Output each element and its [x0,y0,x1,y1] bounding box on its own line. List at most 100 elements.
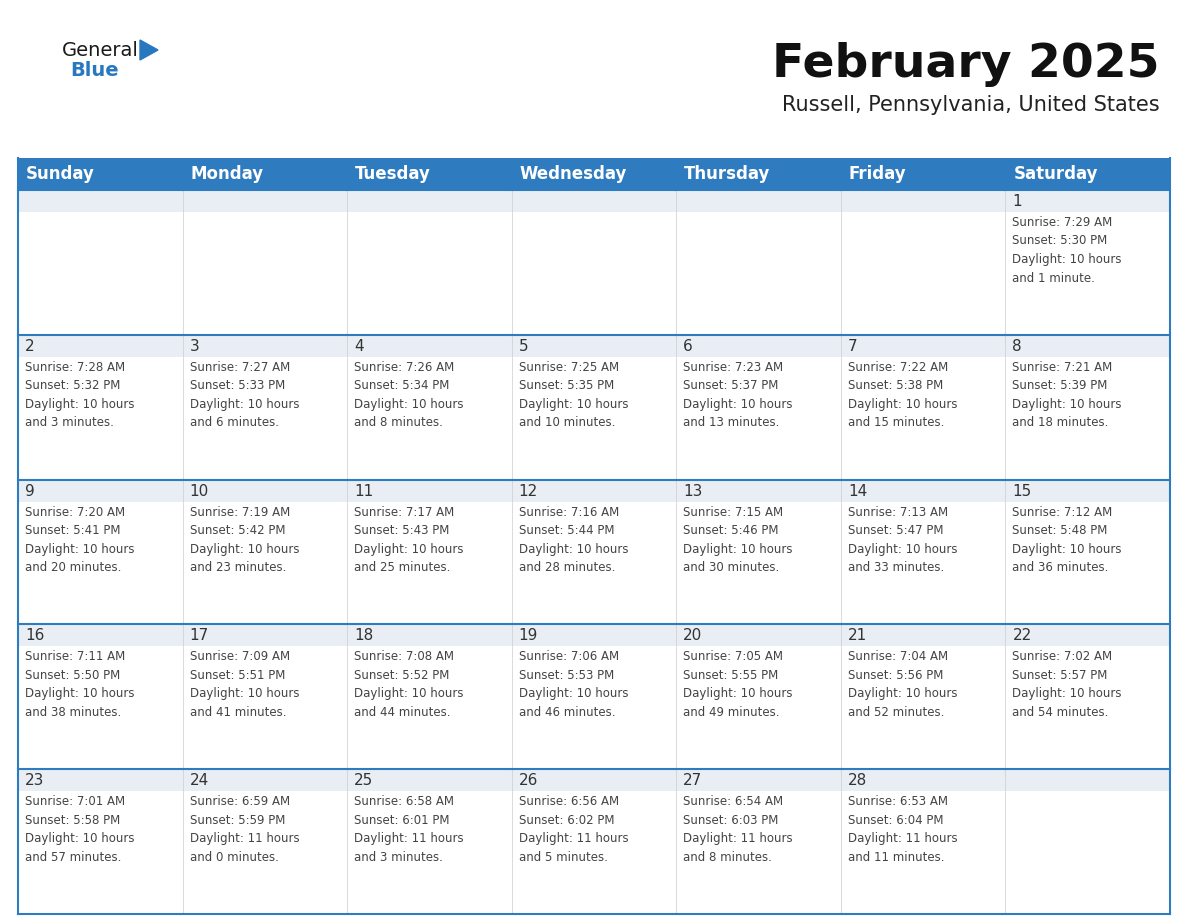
Text: Sunrise: 6:56 AM
Sunset: 6:02 PM
Daylight: 11 hours
and 5 minutes.: Sunrise: 6:56 AM Sunset: 6:02 PM Dayligh… [519,795,628,864]
Bar [183,769,347,914]
Bar [676,190,841,212]
Text: Saturday: Saturday [1013,165,1098,183]
Text: Sunrise: 7:09 AM
Sunset: 5:51 PM
Daylight: 10 hours
and 41 minutes.: Sunrise: 7:09 AM Sunset: 5:51 PM Dayligh… [190,650,299,719]
Bar [676,624,841,769]
Bar [183,769,347,791]
Text: Russell, Pennsylvania, United States: Russell, Pennsylvania, United States [783,95,1159,115]
Text: 17: 17 [190,629,209,644]
Bar [1005,190,1170,212]
Bar [347,479,512,501]
Text: Sunrise: 6:59 AM
Sunset: 5:59 PM
Daylight: 11 hours
and 0 minutes.: Sunrise: 6:59 AM Sunset: 5:59 PM Dayligh… [190,795,299,864]
Text: Friday: Friday [849,165,906,183]
Bar [512,624,676,646]
Text: 14: 14 [848,484,867,498]
Text: General: General [62,41,139,60]
Text: Sunrise: 7:12 AM
Sunset: 5:48 PM
Daylight: 10 hours
and 36 minutes.: Sunrise: 7:12 AM Sunset: 5:48 PM Dayligh… [1012,506,1121,574]
Bar [18,479,183,624]
Bar [1005,624,1170,646]
Bar [347,479,512,624]
Text: 2: 2 [25,339,34,353]
Bar [841,624,1005,769]
Text: 13: 13 [683,484,702,498]
Bar [512,479,676,501]
Text: Sunrise: 6:58 AM
Sunset: 6:01 PM
Daylight: 11 hours
and 3 minutes.: Sunrise: 6:58 AM Sunset: 6:01 PM Dayligh… [354,795,463,864]
Bar [676,624,841,646]
Text: Sunrise: 7:26 AM
Sunset: 5:34 PM
Daylight: 10 hours
and 8 minutes.: Sunrise: 7:26 AM Sunset: 5:34 PM Dayligh… [354,361,463,430]
Bar [18,335,183,357]
Text: Sunrise: 7:02 AM
Sunset: 5:57 PM
Daylight: 10 hours
and 54 minutes.: Sunrise: 7:02 AM Sunset: 5:57 PM Dayligh… [1012,650,1121,719]
Bar [841,769,1005,914]
Text: 15: 15 [1012,484,1031,498]
Text: 26: 26 [519,773,538,789]
Text: Sunrise: 7:21 AM
Sunset: 5:39 PM
Daylight: 10 hours
and 18 minutes.: Sunrise: 7:21 AM Sunset: 5:39 PM Dayligh… [1012,361,1121,430]
Text: 18: 18 [354,629,373,644]
Text: Blue: Blue [70,61,119,80]
Text: February 2025: February 2025 [772,42,1159,87]
Text: Sunrise: 7:11 AM
Sunset: 5:50 PM
Daylight: 10 hours
and 38 minutes.: Sunrise: 7:11 AM Sunset: 5:50 PM Dayligh… [25,650,134,719]
Bar [841,479,1005,624]
Text: 5: 5 [519,339,529,353]
Bar [676,335,841,357]
Text: 1: 1 [1012,194,1022,209]
Bar [512,769,676,791]
Text: Sunrise: 7:08 AM
Sunset: 5:52 PM
Daylight: 10 hours
and 44 minutes.: Sunrise: 7:08 AM Sunset: 5:52 PM Dayligh… [354,650,463,719]
Text: Sunrise: 7:20 AM
Sunset: 5:41 PM
Daylight: 10 hours
and 20 minutes.: Sunrise: 7:20 AM Sunset: 5:41 PM Dayligh… [25,506,134,574]
Text: Sunrise: 7:17 AM
Sunset: 5:43 PM
Daylight: 10 hours
and 25 minutes.: Sunrise: 7:17 AM Sunset: 5:43 PM Dayligh… [354,506,463,574]
Bar [18,190,183,212]
Text: 4: 4 [354,339,364,353]
Text: Sunrise: 7:16 AM
Sunset: 5:44 PM
Daylight: 10 hours
and 28 minutes.: Sunrise: 7:16 AM Sunset: 5:44 PM Dayligh… [519,506,628,574]
Text: 6: 6 [683,339,693,353]
Bar [347,624,512,769]
Bar [347,769,512,791]
Bar [1005,624,1170,769]
Bar [18,624,183,769]
Text: 3: 3 [190,339,200,353]
Text: Sunrise: 7:23 AM
Sunset: 5:37 PM
Daylight: 10 hours
and 13 minutes.: Sunrise: 7:23 AM Sunset: 5:37 PM Dayligh… [683,361,792,430]
Bar [347,335,512,357]
Text: 19: 19 [519,629,538,644]
Bar [183,624,347,646]
Bar [18,335,183,479]
Bar [676,479,841,624]
Bar [183,479,347,624]
Bar [1005,769,1170,914]
Text: 25: 25 [354,773,373,789]
Text: Sunrise: 7:25 AM
Sunset: 5:35 PM
Daylight: 10 hours
and 10 minutes.: Sunrise: 7:25 AM Sunset: 5:35 PM Dayligh… [519,361,628,430]
Text: Sunrise: 7:28 AM
Sunset: 5:32 PM
Daylight: 10 hours
and 3 minutes.: Sunrise: 7:28 AM Sunset: 5:32 PM Dayligh… [25,361,134,430]
Text: Sunrise: 7:22 AM
Sunset: 5:38 PM
Daylight: 10 hours
and 15 minutes.: Sunrise: 7:22 AM Sunset: 5:38 PM Dayligh… [848,361,958,430]
Bar [512,479,676,624]
Bar [183,335,347,479]
Text: 10: 10 [190,484,209,498]
Text: Sunrise: 7:27 AM
Sunset: 5:33 PM
Daylight: 10 hours
and 6 minutes.: Sunrise: 7:27 AM Sunset: 5:33 PM Dayligh… [190,361,299,430]
Text: 27: 27 [683,773,702,789]
Bar [347,624,512,646]
Text: Sunrise: 6:54 AM
Sunset: 6:03 PM
Daylight: 11 hours
and 8 minutes.: Sunrise: 6:54 AM Sunset: 6:03 PM Dayligh… [683,795,792,864]
Bar [347,190,512,335]
Bar [18,479,183,501]
Text: Sunrise: 7:13 AM
Sunset: 5:47 PM
Daylight: 10 hours
and 33 minutes.: Sunrise: 7:13 AM Sunset: 5:47 PM Dayligh… [848,506,958,574]
Text: 12: 12 [519,484,538,498]
Bar [512,769,676,914]
Text: 23: 23 [25,773,44,789]
Text: Sunrise: 7:04 AM
Sunset: 5:56 PM
Daylight: 10 hours
and 52 minutes.: Sunrise: 7:04 AM Sunset: 5:56 PM Dayligh… [848,650,958,719]
Bar [1005,335,1170,479]
Bar [676,769,841,791]
Text: Sunrise: 7:15 AM
Sunset: 5:46 PM
Daylight: 10 hours
and 30 minutes.: Sunrise: 7:15 AM Sunset: 5:46 PM Dayligh… [683,506,792,574]
Bar [1005,190,1170,335]
Text: Tuesday: Tuesday [355,165,431,183]
Bar [512,624,676,769]
Bar [18,158,1170,190]
Bar [841,769,1005,791]
Bar [1005,769,1170,791]
Text: Sunrise: 6:53 AM
Sunset: 6:04 PM
Daylight: 11 hours
and 11 minutes.: Sunrise: 6:53 AM Sunset: 6:04 PM Dayligh… [848,795,958,864]
Text: Sunrise: 7:01 AM
Sunset: 5:58 PM
Daylight: 10 hours
and 57 minutes.: Sunrise: 7:01 AM Sunset: 5:58 PM Dayligh… [25,795,134,864]
Bar [18,769,183,914]
Bar [18,624,183,646]
Bar [347,190,512,212]
Bar [347,335,512,479]
Bar [512,335,676,479]
Text: Sunrise: 7:29 AM
Sunset: 5:30 PM
Daylight: 10 hours
and 1 minute.: Sunrise: 7:29 AM Sunset: 5:30 PM Dayligh… [1012,216,1121,285]
Text: 24: 24 [190,773,209,789]
Bar [676,335,841,479]
Bar [183,190,347,335]
